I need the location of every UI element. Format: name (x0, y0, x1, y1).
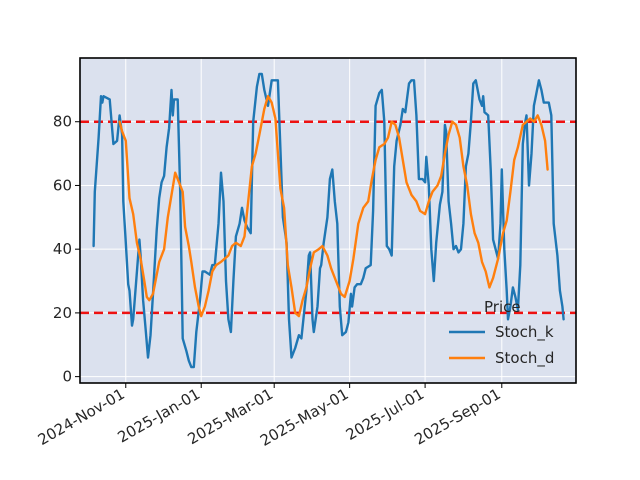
legend: Price Stoch_k Stoch_d (449, 298, 554, 368)
y-tick-label: 60 (53, 176, 72, 194)
reference-lines (80, 120, 576, 315)
x-tick-label: 2024-Nov-01 (35, 385, 128, 449)
y-tick-label: 20 (53, 304, 72, 322)
legend-title: Price (484, 298, 521, 316)
series-line-stoch_d (118, 94, 549, 318)
legend-label-stoch_d: Stoch_d (495, 349, 554, 368)
y-tick-label: 40 (53, 240, 72, 258)
x-tick-label: 2025-Sep-01 (411, 385, 503, 449)
series-lines (92, 72, 565, 369)
series-line-stoch_k (92, 72, 565, 369)
y-axis-ticks: 0 20 40 60 80 (53, 113, 80, 386)
y-tick-label: 80 (53, 113, 72, 131)
x-axis-ticks: 2024-Nov-012025-Jan-012025-Mar-012025-Ma… (35, 383, 504, 450)
legend-label-stoch_k: Stoch_k (495, 323, 554, 342)
plot-frame (79, 57, 577, 384)
y-tick-label: 0 (62, 368, 72, 386)
